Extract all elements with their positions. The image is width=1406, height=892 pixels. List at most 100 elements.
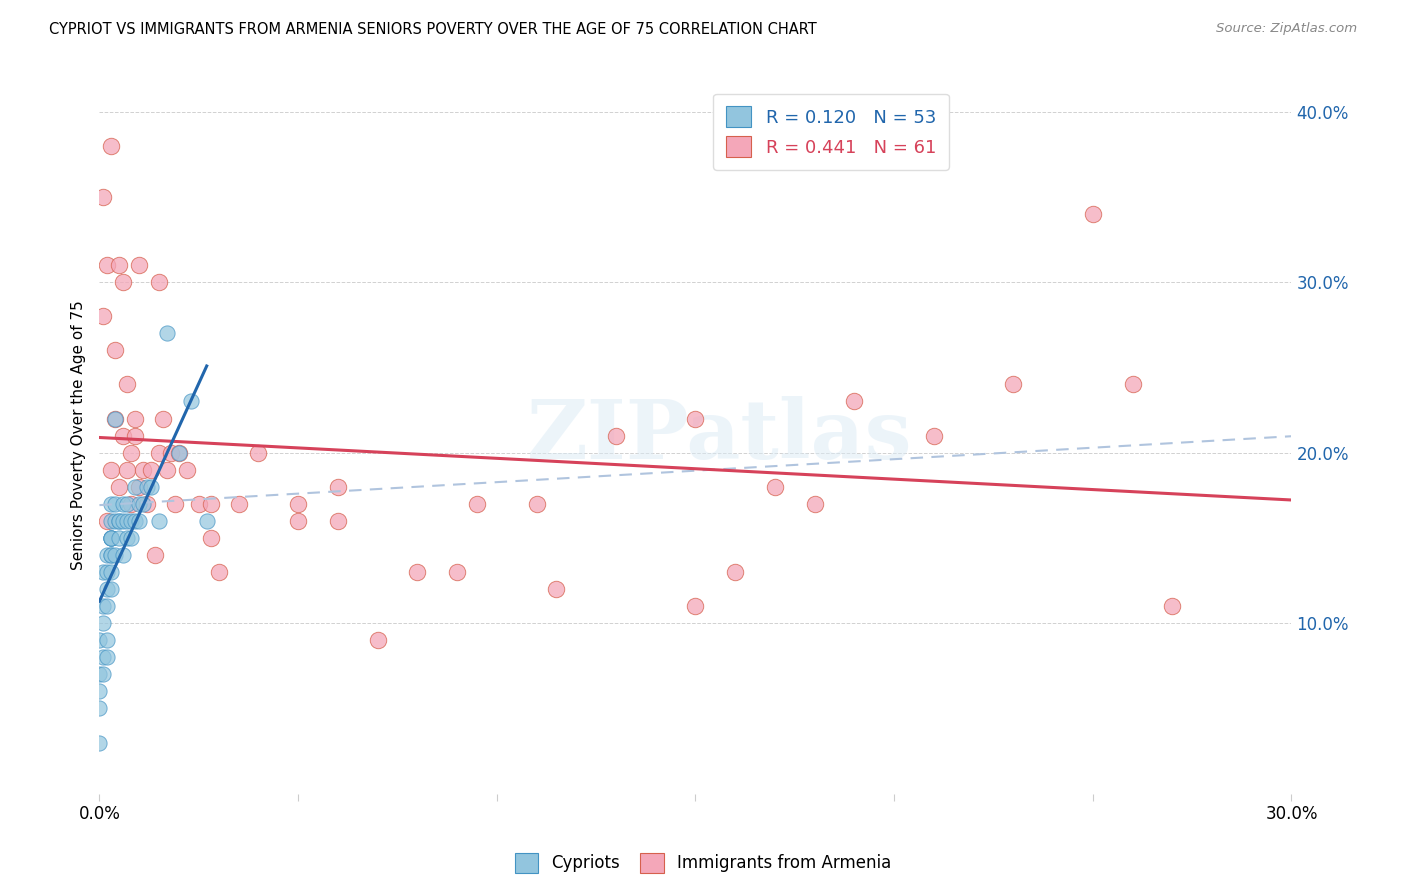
Point xyxy=(128,514,150,528)
Point xyxy=(100,463,122,477)
Point xyxy=(89,735,111,749)
Point xyxy=(93,650,115,665)
Point xyxy=(187,497,209,511)
Point xyxy=(546,582,568,596)
Point xyxy=(104,411,127,425)
Point xyxy=(132,497,155,511)
Point xyxy=(526,497,548,511)
Point xyxy=(120,445,142,459)
Point xyxy=(326,514,349,528)
Point xyxy=(100,531,122,545)
Point xyxy=(124,428,146,442)
Point xyxy=(112,514,135,528)
Point xyxy=(112,548,135,562)
Point xyxy=(124,480,146,494)
Point xyxy=(167,445,190,459)
Point xyxy=(100,514,122,528)
Point xyxy=(117,377,139,392)
Point xyxy=(208,565,231,579)
Point xyxy=(117,463,139,477)
Point xyxy=(100,548,122,562)
Point xyxy=(143,548,166,562)
Point xyxy=(160,445,183,459)
Point xyxy=(93,616,115,631)
Point xyxy=(152,411,174,425)
Text: CYPRIOT VS IMMIGRANTS FROM ARMENIA SENIORS POVERTY OVER THE AGE OF 75 CORRELATIO: CYPRIOT VS IMMIGRANTS FROM ARMENIA SENIO… xyxy=(49,22,817,37)
Point xyxy=(89,667,111,681)
Point xyxy=(124,514,146,528)
Point xyxy=(148,514,170,528)
Point xyxy=(287,514,309,528)
Point xyxy=(128,258,150,272)
Point xyxy=(100,497,122,511)
Point xyxy=(685,411,707,425)
Point xyxy=(180,394,202,409)
Point xyxy=(120,531,142,545)
Point xyxy=(605,428,627,442)
Point xyxy=(100,531,122,545)
Point xyxy=(93,190,115,204)
Point xyxy=(446,565,468,579)
Point xyxy=(128,497,150,511)
Point xyxy=(104,514,127,528)
Point xyxy=(108,514,131,528)
Point xyxy=(112,497,135,511)
Point xyxy=(136,497,159,511)
Point xyxy=(367,633,389,648)
Point xyxy=(96,650,118,665)
Point xyxy=(247,445,270,459)
Point xyxy=(167,445,190,459)
Point xyxy=(96,599,118,613)
Point xyxy=(176,463,198,477)
Point xyxy=(108,480,131,494)
Point xyxy=(108,531,131,545)
Point xyxy=(120,514,142,528)
Point xyxy=(100,531,122,545)
Point xyxy=(104,411,127,425)
Point xyxy=(96,633,118,648)
Point xyxy=(803,497,825,511)
Point xyxy=(195,514,218,528)
Point xyxy=(148,445,170,459)
Point xyxy=(100,565,122,579)
Point xyxy=(124,411,146,425)
Point xyxy=(117,497,139,511)
Point xyxy=(104,548,127,562)
Text: ZIPatlas: ZIPatlas xyxy=(526,395,912,475)
Point xyxy=(100,582,122,596)
Point xyxy=(120,497,142,511)
Point xyxy=(100,531,122,545)
Point xyxy=(148,275,170,289)
Legend: Cypriots, Immigrants from Armenia: Cypriots, Immigrants from Armenia xyxy=(508,847,898,880)
Point xyxy=(96,548,118,562)
Point xyxy=(326,480,349,494)
Point xyxy=(200,531,222,545)
Point xyxy=(104,343,127,358)
Point xyxy=(112,428,135,442)
Point xyxy=(922,428,945,442)
Point xyxy=(96,258,118,272)
Point xyxy=(93,599,115,613)
Point xyxy=(163,497,186,511)
Point xyxy=(128,480,150,494)
Point xyxy=(112,275,135,289)
Point xyxy=(93,565,115,579)
Point xyxy=(1121,377,1143,392)
Point xyxy=(117,531,139,545)
Point xyxy=(89,633,111,648)
Point xyxy=(89,684,111,698)
Point xyxy=(228,497,250,511)
Point xyxy=(96,565,118,579)
Point xyxy=(1081,207,1104,221)
Point xyxy=(108,514,131,528)
Point xyxy=(136,480,159,494)
Point xyxy=(156,463,179,477)
Point xyxy=(287,497,309,511)
Point xyxy=(763,480,786,494)
Point xyxy=(724,565,747,579)
Point xyxy=(139,463,162,477)
Point xyxy=(200,497,222,511)
Point xyxy=(139,480,162,494)
Point xyxy=(96,514,118,528)
Point xyxy=(96,582,118,596)
